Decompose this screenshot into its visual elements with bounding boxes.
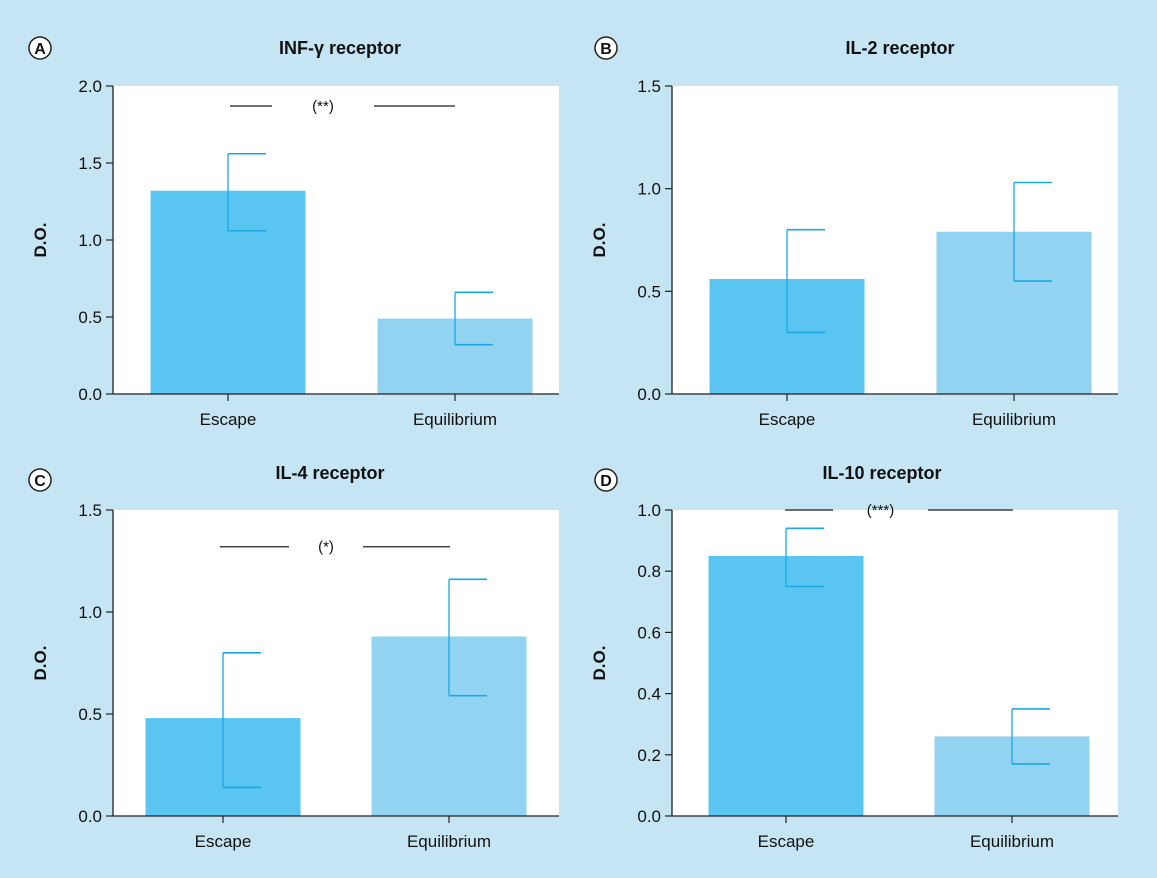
panel-d-ytick-label: 0.8 bbox=[637, 562, 661, 581]
panel-d-xtick-label-escape: Escape bbox=[758, 832, 815, 851]
panel-d-ytick-label: 0.2 bbox=[637, 746, 661, 765]
panel-c-ytick-label: 0.0 bbox=[78, 807, 102, 826]
panel-a-xtick-label-escape: Escape bbox=[200, 410, 257, 429]
panel-a-xtick-label-equilibrium: Equilibrium bbox=[413, 410, 497, 429]
panel-c-ytick-label: 1.0 bbox=[78, 603, 102, 622]
panel-d-significance-label: (***) bbox=[867, 502, 895, 519]
panel-a-title: INF-γ receptor bbox=[279, 38, 401, 58]
panel-c-title: IL-4 receptor bbox=[275, 463, 384, 483]
panel-a-ytick-label: 1.5 bbox=[78, 154, 102, 173]
panel-c-ytick-label: 0.5 bbox=[78, 705, 102, 724]
panel-d-xtick-label-equilibrium: Equilibrium bbox=[970, 832, 1054, 851]
panel-d-ytick-label: 0.0 bbox=[637, 807, 661, 826]
panel-a-ytick-label: 2.0 bbox=[78, 77, 102, 96]
panel-b-ytick-label: 0.5 bbox=[637, 282, 661, 301]
panel-a-ytick-label: 0.0 bbox=[78, 385, 102, 404]
panel-b-xtick-label-escape: Escape bbox=[759, 410, 816, 429]
panel-d-title: IL-10 receptor bbox=[822, 463, 941, 483]
panel-c-letter-badge bbox=[28, 468, 52, 492]
panel-c-xtick-label-escape: Escape bbox=[195, 832, 252, 851]
panel-b-ytick-label: 0.0 bbox=[637, 385, 661, 404]
panel-d-ylabel: D.O. bbox=[590, 646, 609, 681]
panel-a-significance-label: (**) bbox=[312, 98, 334, 115]
panel-b-letter: B bbox=[600, 41, 612, 58]
panel-b-ytick-label: 1.5 bbox=[637, 77, 661, 96]
panel-c-significance-label: (*) bbox=[318, 539, 334, 556]
panel-c-ytick-label: 1.5 bbox=[78, 501, 102, 520]
panel-b-title: IL-2 receptor bbox=[845, 38, 954, 58]
panel-c-letter: C bbox=[34, 473, 46, 490]
panel-a-ytick-label: 0.5 bbox=[78, 308, 102, 327]
panel-d-bar-escape bbox=[708, 555, 864, 816]
panel-c-ylabel: D.O. bbox=[31, 646, 50, 681]
panel-d-ytick-label: 0.6 bbox=[637, 623, 661, 642]
panel-b-ylabel: D.O. bbox=[590, 223, 609, 258]
panel-a-ylabel: D.O. bbox=[31, 223, 50, 258]
panel-a-letter-badge bbox=[28, 36, 52, 60]
panel-d-letter: D bbox=[600, 473, 612, 490]
panel-b-letter-badge bbox=[594, 36, 618, 60]
panel-d-ytick-label: 1.0 bbox=[637, 501, 661, 520]
panel-c-xtick-label-equilibrium: Equilibrium bbox=[407, 832, 491, 851]
panel-b-ytick-label: 1.0 bbox=[637, 180, 661, 199]
panel-d-ytick-label: 0.4 bbox=[637, 685, 661, 704]
panel-a-ytick-label: 1.0 bbox=[78, 231, 102, 250]
panel-d-letter-badge bbox=[594, 468, 618, 492]
panel-b-xtick-label-equilibrium: Equilibrium bbox=[972, 410, 1056, 429]
panel-a-letter: A bbox=[34, 41, 46, 58]
